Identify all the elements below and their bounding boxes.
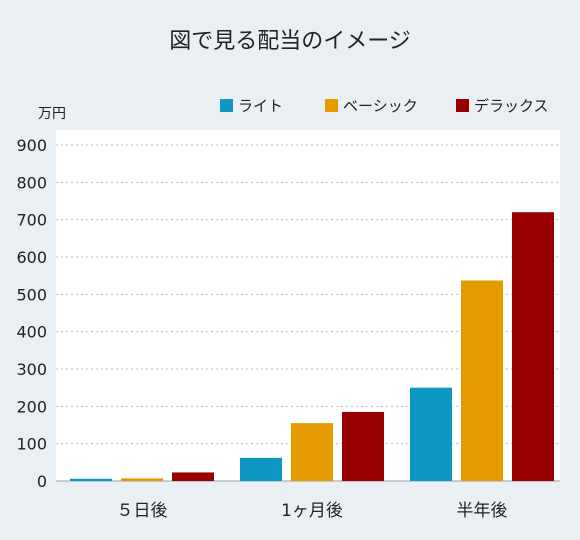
bar-3-3 [512,212,554,481]
legend-label: ライト [238,97,283,115]
bar-1-2 [240,457,282,481]
y-tick-label: 800 [16,173,47,192]
bar-2-3 [461,280,503,481]
chart-title: 図で見る配当のイメージ [169,29,411,54]
x-category-label: 1ヶ月後 [281,501,343,521]
bar-3-1 [172,472,214,481]
y-tick-label: 500 [16,285,47,304]
bar-2-1 [121,478,163,481]
bar-1-1 [70,478,112,481]
y-tick-label: 0 [37,472,47,491]
legend-swatch [456,99,469,112]
y-tick-label: 900 [16,136,47,155]
y-axis-ticks: 0 100 200 300 400 500 600 700 800 900 [16,136,47,491]
x-axis-categories: ５日後 1ヶ月後 半年後 [117,501,508,521]
bar-2-2 [291,423,333,481]
legend: ライト ベーシック デラックス [220,97,549,115]
y-tick-label: 300 [16,360,47,379]
legend-swatch [325,99,338,112]
legend-label: ベーシック [343,97,418,115]
legend-label: デラックス [474,97,549,115]
bar-1-3 [410,387,452,481]
bars [70,212,554,481]
bar-3-2 [342,411,384,481]
legend-swatch [220,99,233,112]
x-category-label: ５日後 [117,501,168,521]
x-category-label: 半年後 [457,501,508,521]
y-axis-unit-label: 万円 [38,106,66,122]
y-tick-label: 700 [16,211,47,230]
y-tick-label: 100 [16,435,47,454]
y-tick-label: 200 [16,397,47,416]
y-tick-label: 600 [16,248,47,267]
y-tick-label: 400 [16,323,47,342]
